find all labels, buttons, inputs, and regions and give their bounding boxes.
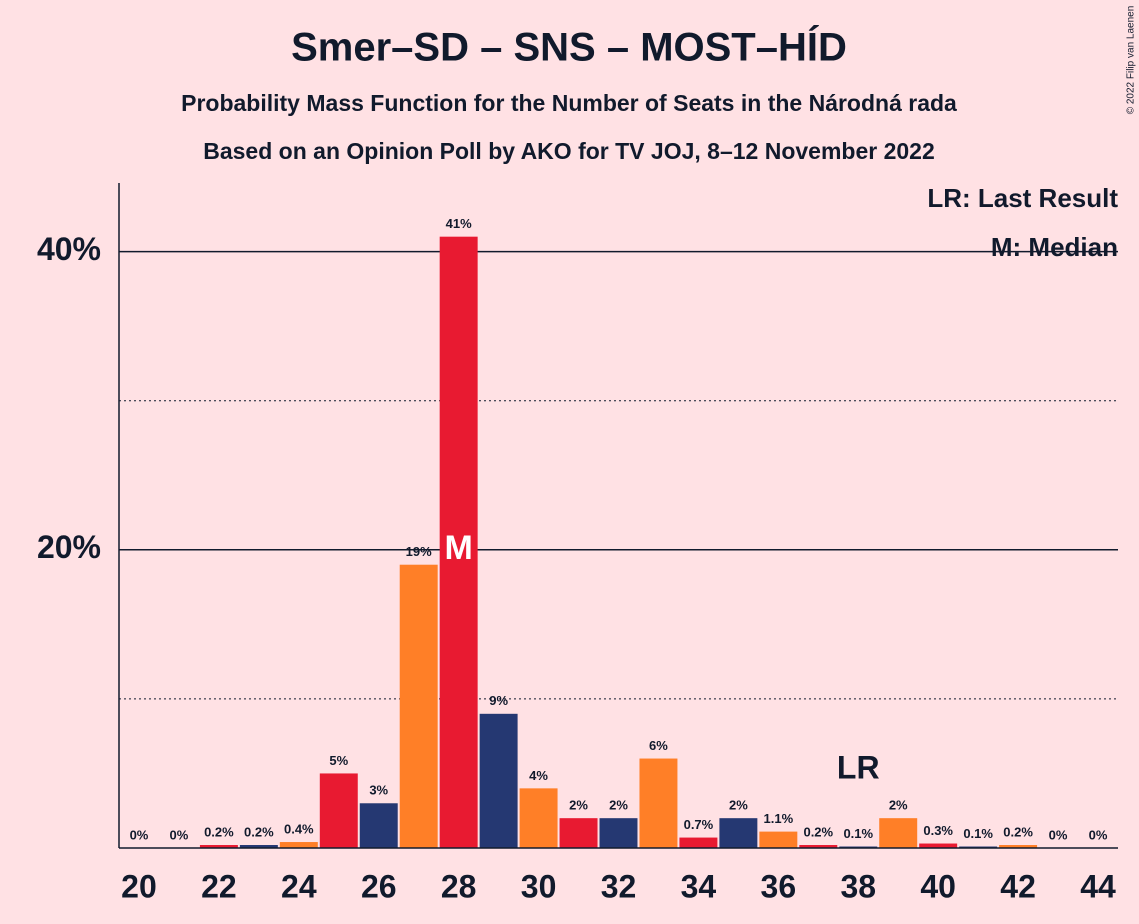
chart-title: Smer–SD – SNS – MOST–HÍD — [291, 25, 847, 70]
value-label: 2% — [609, 798, 628, 813]
x-tick-label: 20 — [121, 868, 157, 904]
bar — [239, 845, 278, 848]
copyright: © 2022 Filip van Laenen — [1126, 6, 1137, 115]
bar — [559, 818, 598, 848]
value-label: 1.1% — [764, 811, 794, 826]
value-label: 4% — [529, 768, 548, 783]
value-label: 2% — [729, 798, 748, 813]
value-label: 9% — [489, 693, 508, 708]
bar — [519, 788, 558, 848]
bar — [719, 818, 758, 848]
value-label: 0.4% — [284, 821, 314, 836]
value-label: 0.1% — [963, 826, 993, 841]
value-label: 6% — [649, 738, 668, 753]
value-label: 0.1% — [843, 826, 873, 841]
y-tick-label: 40% — [37, 231, 101, 267]
value-label: 0.2% — [204, 824, 234, 839]
bar — [759, 831, 798, 848]
x-tick-label: 22 — [201, 868, 237, 904]
value-label: 19% — [406, 544, 432, 559]
bar — [399, 564, 438, 848]
value-label: 2% — [889, 798, 908, 813]
x-tick-label: 44 — [1080, 868, 1116, 904]
bar — [799, 845, 838, 848]
bar — [919, 843, 958, 848]
x-tick-label: 38 — [840, 868, 876, 904]
value-label: 0% — [1049, 827, 1068, 842]
x-tick-label: 30 — [521, 868, 557, 904]
value-label: 3% — [369, 783, 388, 798]
value-label: 0.2% — [1003, 824, 1033, 839]
x-tick-label: 34 — [681, 868, 717, 904]
value-label: 0.2% — [803, 824, 833, 839]
value-label: 5% — [329, 753, 348, 768]
value-label: 0.3% — [923, 823, 953, 838]
legend-entry: LR: Last Result — [927, 183, 1118, 213]
value-label: 2% — [569, 798, 588, 813]
value-label: 0% — [170, 827, 189, 842]
bar — [279, 842, 318, 848]
chart-subtitle: Based on an Opinion Poll by AKO for TV J… — [203, 138, 935, 164]
legend-entry: M: Median — [991, 232, 1118, 262]
bar — [599, 818, 638, 848]
value-label: 0% — [130, 827, 149, 842]
value-label: 0% — [1089, 827, 1108, 842]
bar — [359, 803, 398, 848]
x-tick-label: 32 — [601, 868, 637, 904]
bar — [999, 845, 1038, 848]
chart-subtitle: Probability Mass Function for the Number… — [181, 90, 957, 116]
value-label: 0.7% — [684, 817, 714, 832]
bar — [319, 773, 358, 848]
x-tick-label: 42 — [1000, 868, 1036, 904]
x-tick-label: 36 — [761, 868, 797, 904]
bar — [439, 236, 478, 848]
y-tick-label: 20% — [37, 529, 101, 565]
bar — [679, 837, 718, 848]
x-tick-label: 26 — [361, 868, 397, 904]
x-tick-label: 40 — [920, 868, 956, 904]
bar — [199, 845, 238, 848]
median-marker: M — [444, 529, 472, 567]
last-result-marker: LR — [837, 749, 880, 785]
x-tick-label: 24 — [281, 868, 317, 904]
bar — [479, 713, 518, 848]
value-label: 0.2% — [244, 824, 274, 839]
bar — [879, 818, 918, 848]
bar — [639, 758, 678, 848]
x-tick-label: 28 — [441, 868, 477, 904]
value-label: 41% — [446, 216, 472, 231]
